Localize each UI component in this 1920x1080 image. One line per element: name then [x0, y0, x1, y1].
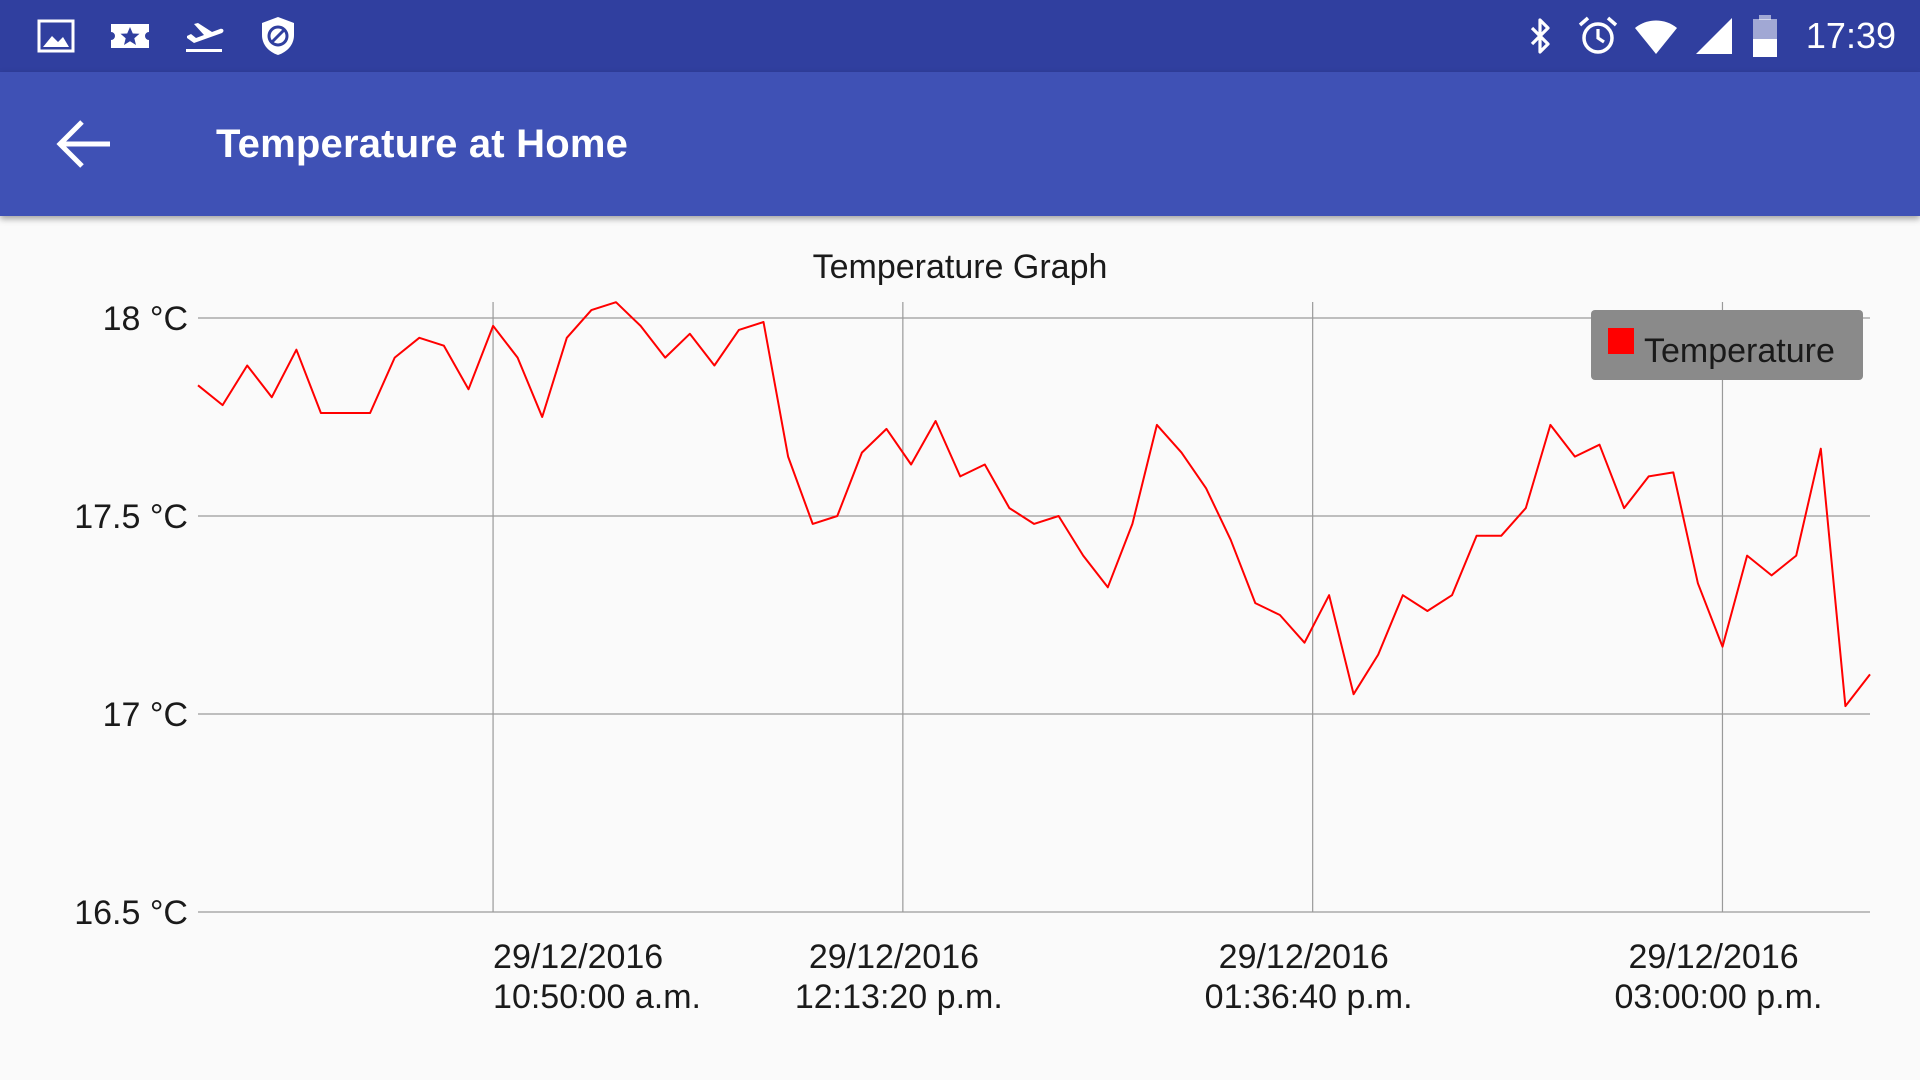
x-tick-label-time: 12:13:20 p.m. [795, 978, 1003, 1016]
wifi-icon [1634, 14, 1678, 58]
y-tick-label: 17.5 °C [74, 498, 188, 536]
legend-label: Temperature [1644, 332, 1835, 370]
temperature-chart: Temperature Graph 16.5 °C 17 °C 17.5 °C 18 … [74, 248, 1871, 1016]
image-icon [34, 14, 78, 58]
status-bar: 17:39 [0, 0, 1920, 72]
series-layer [197, 301, 1871, 708]
cell-signal-icon [1692, 14, 1736, 58]
legend-swatch [1608, 328, 1634, 354]
status-clock: 17:39 [1805, 15, 1896, 56]
y-tick-label: 16.5 °C [74, 894, 188, 932]
arrow-back-icon [56, 120, 110, 168]
page-title: Temperature at Home [216, 122, 629, 166]
x-tick-label-date: 29/12/2016 [493, 938, 663, 976]
series-line-temperature [197, 301, 1871, 708]
x-gridlines [492, 302, 1724, 912]
x-tick-label-date: 29/12/2016 [809, 938, 979, 976]
y-tick-label: 17 °C [103, 696, 188, 734]
chart-title: Temperature Graph [813, 248, 1108, 286]
legend: Temperature [1591, 310, 1863, 380]
bluetooth-icon [1518, 14, 1562, 58]
back-button[interactable] [50, 112, 120, 176]
y-tick-labels: 16.5 °C 17 °C 17.5 °C 18 °C [74, 300, 188, 932]
shield-block-icon [256, 14, 300, 58]
x-tick-label-time: 03:00:00 p.m. [1614, 978, 1822, 1016]
x-tick-label-time: 01:36:40 p.m. [1205, 978, 1413, 1016]
x-tick-label-date: 29/12/2016 [1219, 938, 1389, 976]
ticket-star-icon [108, 14, 152, 58]
y-tick-label: 18 °C [103, 300, 188, 338]
system-icons: 17:39 [1518, 12, 1896, 60]
app-bar: Temperature at Home [0, 72, 1920, 216]
airplane-takeoff-icon [182, 14, 226, 58]
y-gridlines [198, 317, 1870, 913]
x-tick-label-time: 10:50:00 a.m. [493, 978, 701, 1016]
legend-box [1591, 310, 1863, 380]
notification-icons [34, 14, 300, 58]
battery-icon [1750, 14, 1780, 58]
alarm-icon [1576, 14, 1620, 58]
x-tick-label-date: 29/12/2016 [1628, 938, 1798, 976]
